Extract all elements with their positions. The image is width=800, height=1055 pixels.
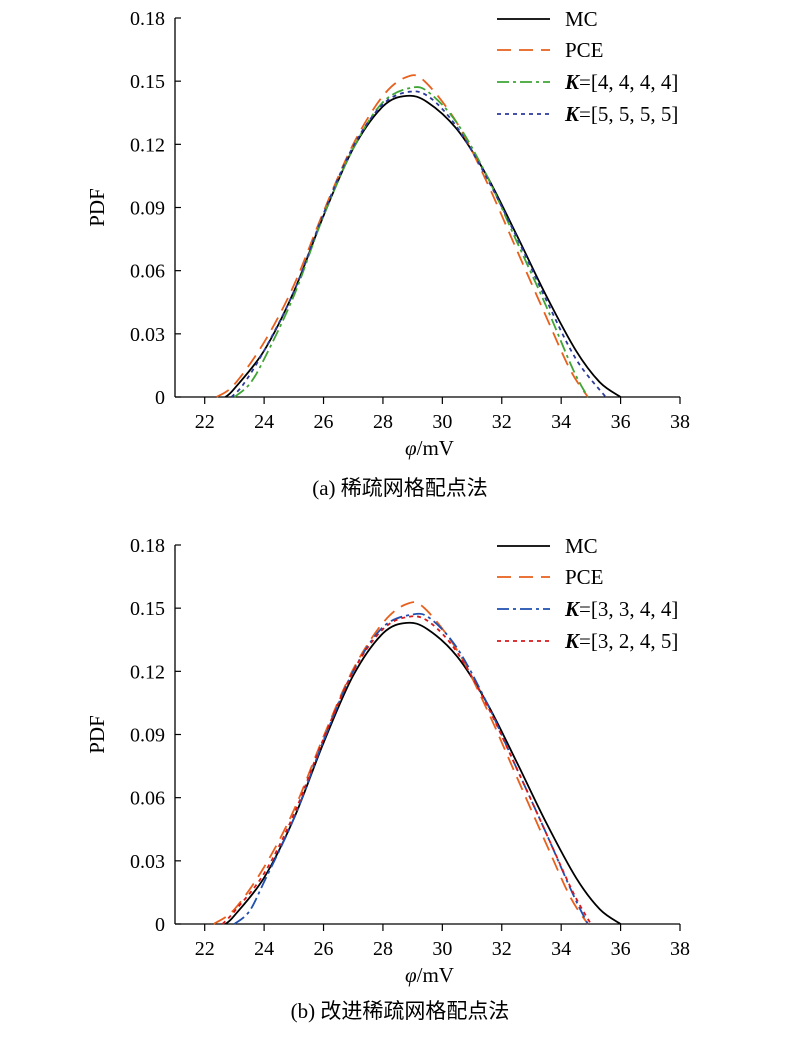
chart-b-series-2-line — [233, 612, 589, 925]
chart-b-xtick-label: 24 — [254, 938, 274, 960]
chart-b-legend-label-1: PCE — [565, 565, 604, 589]
chart-b-ytick-label: 0.18 — [130, 535, 165, 557]
chart-a-xtick-label: 24 — [254, 411, 274, 433]
chart-b-xtick-label: 36 — [611, 938, 631, 960]
chart-a-ytick-label: 0.15 — [130, 71, 165, 93]
chart-a-xtick-label: 32 — [492, 411, 512, 433]
chart-a-caption: (a) 稀疏网格配点法 — [312, 476, 488, 500]
chart-a-xtick-label: 22 — [195, 411, 215, 433]
chart-b-legend-label-0: MC — [565, 534, 598, 558]
chart-b-xlabel: φ/mV — [405, 963, 454, 987]
chart-b-plot: 0 0.03 0.06 0.09 0.12 0.15 0.18 22 24 26 28 30 32 34 3… — [85, 534, 690, 987]
chart-b-xtick-label: 32 — [492, 938, 512, 960]
chart-a-series-0-line — [224, 94, 622, 398]
chart-b-ytick-label: 0.06 — [130, 788, 165, 810]
chart-a-ylabel: PDF — [85, 188, 109, 227]
chart-a-series-1-line — [216, 74, 589, 398]
chart-b-ytick-label: 0 — [155, 914, 165, 936]
chart-a-xtick-label: 30 — [432, 411, 452, 433]
chart-a-legend-label-0: MC — [565, 7, 598, 31]
figure-b: 0 0.03 0.06 0.09 0.12 0.15 0.18 22 24 26 28 30 32 34 3… — [0, 527, 800, 1055]
chart-a-ytick-label: 0 — [155, 387, 165, 409]
chart-b-ytick-label: 0.03 — [130, 851, 165, 873]
chart-a-xlabel: φ/mV — [405, 436, 454, 460]
chart-a-xtick-label: 36 — [611, 411, 631, 433]
chart-b-series-0-line — [224, 621, 622, 925]
chart-b-ytick-label: 0.12 — [130, 661, 165, 683]
chart-a-ytick-label: 0.09 — [130, 198, 165, 220]
chart-b-xtick-label: 22 — [195, 938, 215, 960]
chart-b-ytick-label: 0.09 — [130, 725, 165, 747]
chart-b-series-3-line — [221, 615, 592, 925]
chart-a-series-3-line — [230, 90, 607, 398]
chart-a-xtick-label: 38 — [670, 411, 690, 433]
figure-a: 0 0.03 0.06 0.09 0.12 0.15 0.18 22 24 26 28 30 32 34 3… — [0, 0, 800, 527]
chart-a-ytick-label: 0.12 — [130, 134, 165, 156]
chart-a-legend-label-1: PCE — [565, 38, 604, 62]
chart-b-ylabel: PDF — [85, 715, 109, 754]
chart-b-xtick-label: 34 — [551, 938, 571, 960]
chart-a-ytick-label: 0.03 — [130, 324, 165, 346]
chart-a-xtick-label: 26 — [314, 411, 334, 433]
chart-b-xtick-label: 30 — [432, 938, 452, 960]
chart-a-legend-label-3: K=[5, 5, 5, 5] — [564, 102, 678, 126]
chart-b-series-1-line — [213, 601, 589, 925]
chart-a-xtick-label: 34 — [551, 411, 571, 433]
chart-a-ytick-label: 0.06 — [130, 261, 165, 283]
chart-a-ytick-label: 0.18 — [130, 8, 165, 30]
chart-b-xtick-label: 26 — [314, 938, 334, 960]
chart-a-legend-label-2: K=[4, 4, 4, 4] — [564, 70, 678, 94]
chart-b-ytick-label: 0.15 — [130, 598, 165, 620]
chart-b-caption: (b) 改进稀疏网格配点法 — [290, 999, 510, 1023]
chart-b-xtick-label: 28 — [373, 938, 393, 960]
chart-b-legend-label-2: K=[3, 3, 4, 4] — [564, 597, 678, 621]
chart-b-xtick-label: 38 — [670, 938, 690, 960]
chart-b-legend-label-3: K=[3, 2, 4, 5] — [564, 629, 678, 653]
chart-a-plot: 0 0.03 0.06 0.09 0.12 0.15 0.18 22 24 26 28 30 32 34 3… — [85, 7, 690, 460]
chart-a-series-2-line — [233, 86, 589, 398]
chart-a-xtick-label: 28 — [373, 411, 393, 433]
